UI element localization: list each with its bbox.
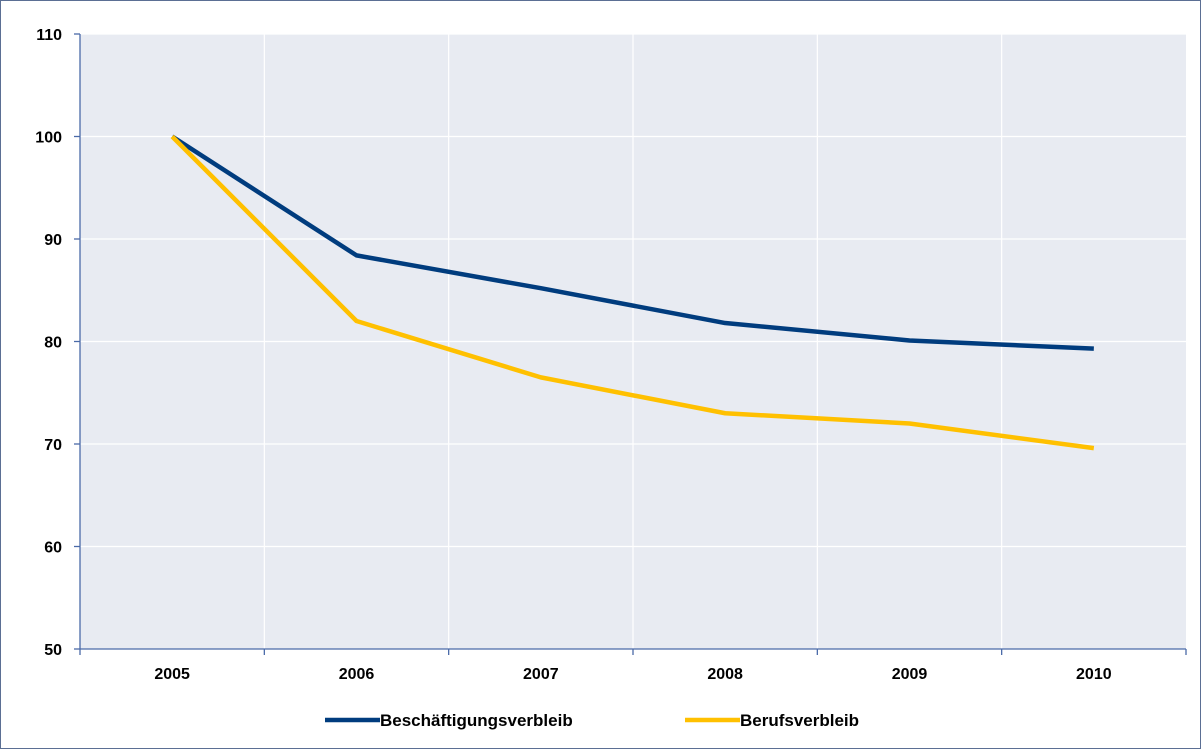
y-tick-label: 90 [44,232,62,249]
y-tick-label: 110 [36,27,62,44]
gridlines [80,33,1186,649]
y-tick-label: 80 [44,335,62,352]
y-tick-label: 100 [35,130,62,147]
legend-label-2: Berufsverbleib [740,711,859,730]
y-tick-label: 50 [44,642,62,659]
x-tick-label: 2010 [1076,666,1112,683]
series-lines [170,134,1095,451]
x-tick-label: 2009 [892,666,928,683]
y-tick-label: 60 [44,540,62,557]
x-tick-label: 2007 [523,666,559,683]
tick-labels: 50 60 70 80 90 100 110 2005 2006 2007 2008 2009 2010 [35,27,1111,683]
x-tick-label: 2006 [339,666,375,683]
x-tick-label: 2008 [707,666,743,683]
series-line-1 [170,134,1094,351]
y-tick-label: 70 [44,437,62,454]
legend: Beschäftigungsverbleib Berufsverbleib [325,711,859,730]
series-line-2 [170,134,1095,451]
axes [74,33,1187,655]
x-tick-label: 2005 [154,666,190,683]
legend-label-1: Beschäftigungsverbleib [380,711,573,730]
